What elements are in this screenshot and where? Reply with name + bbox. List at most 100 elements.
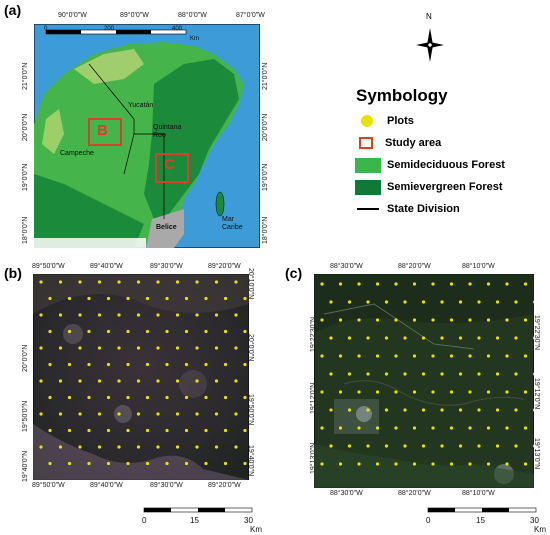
scale-unit: Km [190,36,199,42]
plot-dot [523,318,528,322]
scale-label: 0 [426,516,431,525]
plot-dot [117,280,121,284]
plot-dot [175,280,180,284]
place-mar-caribe: Mar Caribe [222,216,243,231]
plot-dot [195,445,199,449]
legend-label: Semievergreen Forest [387,181,503,193]
plot-dot [320,354,324,358]
plot-dot [204,296,208,301]
plot-dot [165,362,169,367]
plot-dot [486,318,491,322]
plot-dot [449,462,454,466]
lat-tick: 19°0'0"N [22,163,29,191]
plot-dot [136,412,141,416]
plot-dot [440,300,444,304]
plot-dot [195,280,199,284]
plot-dot [329,336,333,340]
plot-dot [204,362,208,367]
plot-dot [495,300,500,304]
plot-dot [477,372,481,376]
lat-tick: 19°22'30"N [533,315,540,351]
plot-dot [514,372,518,376]
plot-dot [338,318,343,322]
plot-dot [106,362,111,367]
plot-dot [403,372,407,376]
lon-tick-bottom: 89°40'0"W [90,482,123,489]
plot-dot [458,408,463,412]
scale-label: 30 [530,516,539,525]
plot-dot [394,318,398,322]
scale-label: 0 [44,26,48,32]
plot-dot [468,318,472,322]
plot-dot [97,313,102,317]
plot-dot [165,461,169,466]
plot-dot [375,318,380,322]
plot-dot [234,412,238,416]
box-label-c: C [164,156,175,173]
plot-dot [156,313,160,317]
plot-dot [48,428,52,433]
plot-dot [175,445,180,449]
plot-dot [48,296,52,301]
plot-dot [39,445,43,449]
plot-dot [347,444,352,448]
plot-dot [39,346,43,350]
plot-dot [458,336,463,340]
lat-tick: 18°0'0"N [22,216,29,244]
plot-dot [58,313,63,317]
plot-dot [394,390,398,394]
lon-tick: 89°50'0"W [32,263,65,270]
plot-dot [214,280,219,284]
plot-dot [67,362,72,367]
plot-dot [87,428,91,433]
plot-dot [58,346,63,350]
plot-dot [403,300,407,304]
plot-dot [468,390,472,394]
plot-dot [514,444,518,448]
plot-dot [175,346,180,350]
plot-dot [67,296,72,301]
plot-dot [145,461,150,466]
plot-dot [458,300,463,304]
plot-dot [394,462,398,466]
plot-dot [136,313,141,317]
plot-dot [234,445,238,449]
plot-dot [505,354,509,358]
plot-dot [375,390,380,394]
plot-dot [431,462,435,466]
plot-dot [204,461,208,466]
plot-dot [505,282,509,286]
plot-dot [505,426,509,430]
lon-tick: 90°0'0"W [58,12,87,19]
plot-dot [347,372,352,376]
plot-dot [320,426,324,430]
lat-tick-left: 20°0'0"N [22,344,29,372]
plot-dot [375,426,380,430]
plot-dot [175,379,180,383]
plot-dot [477,300,481,304]
plot-dot [39,379,43,383]
lat-tick: 19°12'0"N [533,378,540,410]
plot-dot [214,412,219,416]
plot-dot [234,313,238,317]
plot-dot [431,390,435,394]
scale-label: 15 [476,516,485,525]
plot-dot [440,372,444,376]
plot-dot [204,329,208,334]
plot-dot [514,336,518,340]
plot-dot [495,408,500,412]
plot-dot [366,372,370,376]
place-campeche: Campeche [60,150,94,157]
lon-tick-bottom: 88°20'0"W [398,490,431,497]
plot-dot [486,426,491,430]
plot-dot [449,354,454,358]
plot-dot [403,336,407,340]
panel-b-label: (b) [4,265,22,281]
plot-dot [195,379,199,383]
plot-dot [184,362,189,367]
plot-dot [126,461,130,466]
plot-dot [106,296,111,301]
plot-dot [431,354,435,358]
plot-dot [58,379,63,383]
plot-dot [403,444,407,448]
